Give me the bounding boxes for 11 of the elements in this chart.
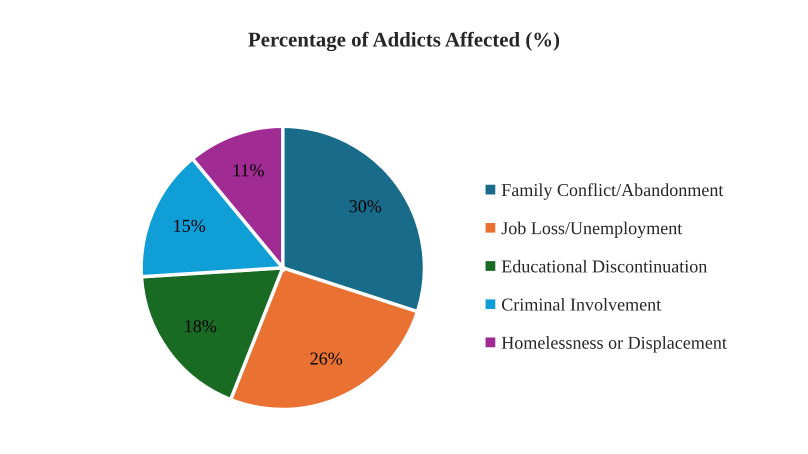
legend-label: Homelessness or Displacement: [502, 336, 727, 352]
chart-title: Percentage of Addicts Affected (%): [248, 32, 560, 52]
legend-label: Educational Discontinuation: [502, 260, 708, 273]
data-label: 18%: [185, 320, 216, 332]
legend-label: Job Loss/Unemployment: [502, 222, 682, 238]
data-label: 26%: [310, 352, 342, 365]
data-label: 30%: [350, 200, 382, 212]
data-label: 15%: [174, 220, 206, 232]
legend-label: Criminal Involvement: [502, 298, 662, 311]
legend-label: Family Conflict/Abandonment: [502, 183, 724, 200]
data-label: 11%: [234, 164, 264, 176]
